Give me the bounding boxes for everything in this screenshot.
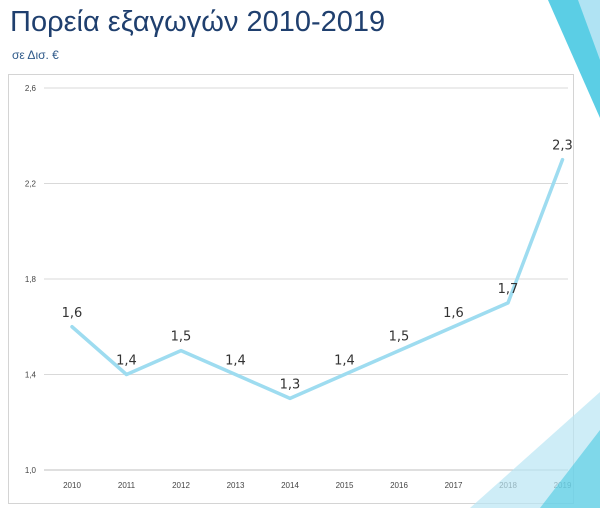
data-label: 1,4 (225, 354, 246, 369)
data-point (125, 373, 128, 376)
x-tick-label: 2018 (499, 481, 517, 490)
data-label: 1,4 (334, 354, 355, 369)
y-tick-label: 1,0 (25, 466, 37, 475)
x-tick-label: 2011 (118, 481, 136, 490)
data-point (343, 373, 346, 376)
data-point (70, 325, 74, 329)
data-label: 2,3 (552, 139, 573, 154)
data-label: 1,5 (389, 330, 410, 345)
data-point (506, 301, 510, 305)
y-tick-label: 2,6 (25, 84, 37, 93)
units-subtitle: σε Δισ. € (12, 48, 59, 62)
data-point (561, 158, 564, 162)
data-point (234, 373, 237, 376)
data-point (288, 396, 292, 400)
data-label: 1,6 (62, 306, 83, 321)
page-title: Πορεία εξαγωγών 2010-2019 (10, 6, 386, 38)
data-point (397, 349, 401, 353)
data-label: 1,3 (280, 377, 301, 392)
data-label: 1,6 (443, 306, 464, 321)
x-tick-label: 2017 (445, 481, 463, 490)
data-label: 1,5 (171, 330, 192, 345)
y-tick-label: 2,2 (25, 180, 37, 189)
data-label: 1,4 (116, 354, 137, 369)
y-tick-label: 1,4 (25, 371, 37, 380)
y-tick-label: 1,8 (25, 275, 37, 284)
series-line (70, 157, 565, 401)
x-tick-label: 2013 (227, 481, 245, 490)
x-tick-label: 2019 (554, 481, 572, 490)
data-point (179, 349, 183, 353)
data-label: 1,7 (498, 282, 519, 297)
x-tick-label: 2015 (336, 481, 354, 490)
data-point (452, 325, 455, 329)
x-tick-label: 2012 (172, 481, 190, 490)
x-tick-label: 2010 (63, 481, 81, 490)
x-tick-label: 2016 (390, 481, 408, 490)
x-tick-label: 2014 (281, 481, 299, 490)
chart-frame (8, 74, 574, 504)
